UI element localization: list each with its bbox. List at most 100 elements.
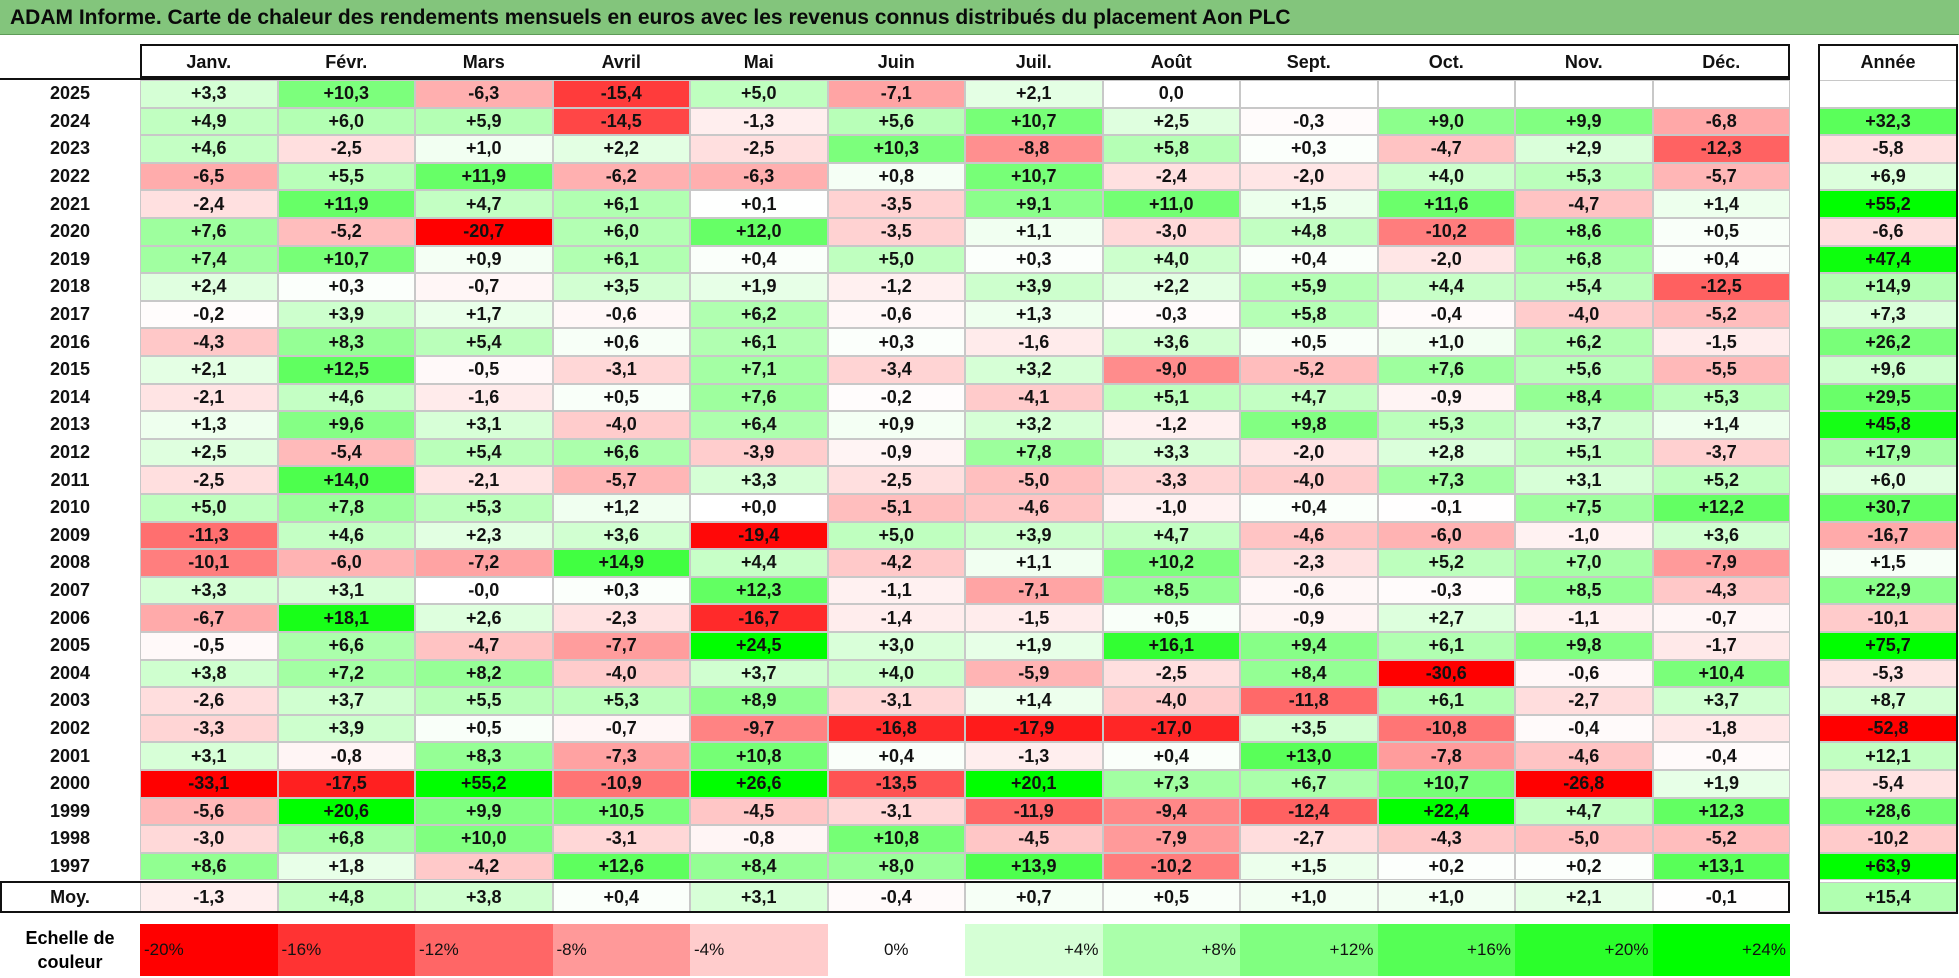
heatmap-cell: +5,4 (415, 438, 553, 467)
year-label: 2020 (49, 221, 91, 242)
heatmap-cell: +5,0 (827, 245, 965, 274)
heatmap-cell: -3,1 (552, 825, 690, 853)
heatmap-cell: -33,1 (140, 770, 278, 798)
heatmap-cell: -1,5 (965, 604, 1103, 632)
year-label: 2022 (49, 166, 91, 187)
heatmap-cell: -10,9 (552, 770, 690, 798)
heatmap-cell: +3,3 (690, 466, 828, 494)
heatmap-cell: +13,9 (965, 852, 1103, 881)
color-scale-label: Echelle de couleur (25, 928, 115, 972)
heatmap-cell: +2,1 (965, 80, 1103, 108)
annual-cell: -16,7 (1819, 521, 1957, 550)
heatmap-cell: +5,3 (1377, 411, 1515, 439)
heatmap-cell: -3,1 (827, 797, 965, 826)
heatmap-cell: +6,1 (1377, 632, 1515, 660)
heatmap-cell: +10,7 (965, 162, 1103, 191)
heatmap-cell: -14,5 (552, 107, 690, 136)
heatmap-cell: +10,8 (827, 825, 965, 853)
heatmap-cell: +7,8 (965, 438, 1103, 467)
annual-cell: +22,9 (1819, 576, 1957, 605)
heatmap-cell: +12,0 (690, 218, 828, 246)
heatmap-cell: +9,8 (1240, 411, 1378, 439)
heatmap-cell: +10,3 (827, 135, 965, 163)
heatmap-cell: -0,9 (1377, 383, 1515, 412)
heatmap-cell: -0,7 (552, 714, 690, 743)
heatmap-cell: -2,0 (1377, 245, 1515, 274)
heatmap-cell: +9,0 (1377, 107, 1515, 136)
month-header: Juil. (1015, 51, 1052, 72)
heatmap-cell: +10,0 (415, 825, 553, 853)
heatmap-cell: -15,4 (552, 80, 690, 108)
color-scale-stop: -12% (415, 924, 553, 976)
heatmap-cell: -10,1 (140, 549, 278, 577)
heatmap-cell: +0,5 (1652, 218, 1790, 246)
heatmap-cell: +18,1 (277, 604, 415, 632)
heatmap-cell: +0,3 (827, 328, 965, 356)
annual-cell: -5,3 (1819, 659, 1957, 688)
heatmap-cell: -4,2 (827, 549, 965, 577)
heatmap-cell: +10,7 (1377, 770, 1515, 798)
heatmap-cell: +5,8 (1102, 135, 1240, 163)
heatmap-cell: +1,0 (415, 135, 553, 163)
heatmap-cell: +4,0 (1102, 245, 1240, 274)
heatmap-cell: -1,1 (827, 576, 965, 605)
heatmap-cell: -5,9 (965, 659, 1103, 688)
color-scale-stop: +4% (965, 924, 1103, 976)
heatmap-cell: -2,4 (1102, 162, 1240, 191)
year-label: 2016 (49, 331, 91, 352)
heatmap-cell: +7,3 (1377, 466, 1515, 494)
heatmap-cell: +3,7 (277, 687, 415, 715)
heatmap-cell: +8,6 (1515, 218, 1653, 246)
heatmap-cell: +0,5 (1102, 604, 1240, 632)
heatmap-cell: -5,2 (1652, 825, 1790, 853)
heatmap-cell: +6,8 (277, 825, 415, 853)
heatmap-cell: +5,2 (1377, 549, 1515, 577)
year-label: 2000 (49, 773, 91, 794)
heatmap-cell: -9,4 (1102, 797, 1240, 826)
heatmap-cell: -5,0 (1515, 825, 1653, 853)
heatmap-cell: +0,4 (1652, 245, 1790, 274)
heatmap-cell: -5,2 (1240, 356, 1378, 384)
heatmap-cell: +3,5 (1240, 714, 1378, 743)
heatmap-cell: -12,4 (1240, 797, 1378, 826)
average-cell: +4,8 (277, 882, 415, 912)
heatmap-cell: -3,1 (552, 356, 690, 384)
heatmap-cell: +2,9 (1515, 135, 1653, 163)
heatmap-cell: +7,6 (1377, 356, 1515, 384)
heatmap-cell: +0,1 (690, 190, 828, 218)
heatmap-cell: +0,4 (1240, 245, 1378, 274)
heatmap-cell: -5,2 (1652, 300, 1790, 329)
year-label: 2009 (49, 524, 91, 545)
annual-cell: +55,2 (1819, 190, 1957, 218)
heatmap-cell: +8,6 (140, 852, 278, 881)
heatmap-cell: +5,0 (140, 494, 278, 522)
average-cell: -0,4 (827, 882, 965, 912)
heatmap-cell: -2,7 (1515, 687, 1653, 715)
average-cell: -0,1 (1652, 882, 1790, 912)
heatmap-cell: +6,6 (552, 438, 690, 467)
heatmap-cell: -5,0 (965, 466, 1103, 494)
heatmap-cell: -4,7 (1377, 135, 1515, 163)
annual-cell: +7,3 (1819, 300, 1957, 329)
average-cell: -1,3 (140, 882, 278, 912)
heatmap-cell: +1,7 (415, 300, 553, 329)
heatmap-cell: -5,5 (1652, 356, 1790, 384)
heatmap-cell: +0,2 (1377, 852, 1515, 881)
heatmap-cell: -0,8 (690, 825, 828, 853)
heatmap-cell: +7,4 (140, 245, 278, 274)
heatmap-cell: +2,2 (1102, 273, 1240, 301)
heatmap-cell: +12,3 (690, 576, 828, 605)
heatmap-cell: +1,1 (965, 218, 1103, 246)
heatmap-cell: -12,3 (1652, 135, 1790, 163)
heatmap-cell: +4,9 (140, 107, 278, 136)
average-cell: +1,0 (1240, 882, 1378, 912)
heatmap-cell: -3,0 (140, 825, 278, 853)
heatmap-cell: -1,4 (827, 604, 965, 632)
heatmap-cell: +5,6 (827, 107, 965, 136)
heatmap-cell: -17,5 (277, 770, 415, 798)
heatmap-cell: -4,0 (1102, 687, 1240, 715)
heatmap-cell: -2,5 (827, 466, 965, 494)
month-header: Déc. (1702, 51, 1741, 72)
heatmap-cell: -3,1 (827, 687, 965, 715)
heatmap-cell: +12,6 (552, 852, 690, 881)
